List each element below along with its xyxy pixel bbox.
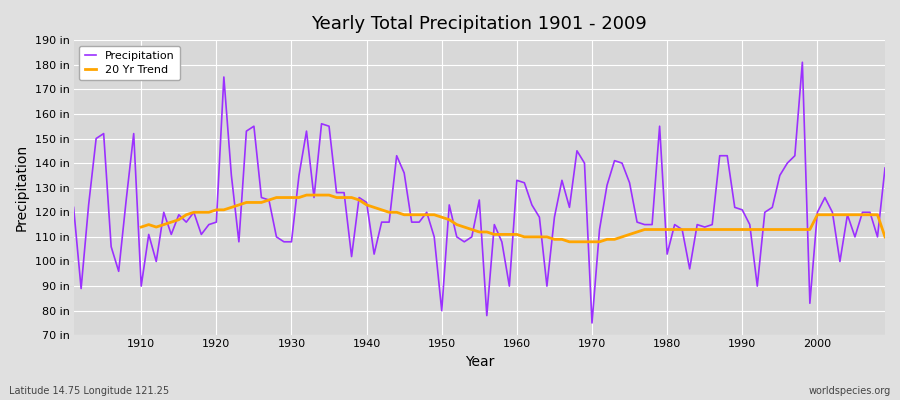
Text: Latitude 14.75 Longitude 121.25: Latitude 14.75 Longitude 121.25 (9, 386, 169, 396)
X-axis label: Year: Year (464, 355, 494, 369)
20 Yr Trend (594, 240, 605, 244)
Precipitation (338, 190, 349, 195)
Precipitation (504, 284, 515, 288)
Precipitation (68, 205, 79, 210)
20 Yr Trend (316, 193, 327, 198)
Precipitation (609, 158, 620, 163)
20 Yr Trend (879, 234, 890, 239)
20 Yr Trend (302, 193, 312, 198)
20 Yr Trend (834, 212, 845, 217)
20 Yr Trend (279, 195, 290, 200)
Precipitation (879, 166, 890, 170)
Precipitation (587, 320, 598, 325)
Line: Precipitation: Precipitation (74, 62, 885, 323)
Line: 20 Yr Trend: 20 Yr Trend (141, 195, 885, 242)
Y-axis label: Precipitation: Precipitation (15, 144, 29, 231)
Legend: Precipitation, 20 Yr Trend: Precipitation, 20 Yr Trend (79, 46, 180, 80)
Precipitation (129, 131, 140, 136)
20 Yr Trend (857, 212, 868, 217)
Precipitation (511, 178, 522, 183)
Text: worldspecies.org: worldspecies.org (809, 386, 891, 396)
20 Yr Trend (564, 240, 575, 244)
Precipitation (797, 60, 808, 65)
Title: Yearly Total Precipitation 1901 - 2009: Yearly Total Precipitation 1901 - 2009 (311, 15, 647, 33)
20 Yr Trend (526, 234, 537, 239)
20 Yr Trend (136, 225, 147, 230)
Precipitation (293, 173, 304, 178)
